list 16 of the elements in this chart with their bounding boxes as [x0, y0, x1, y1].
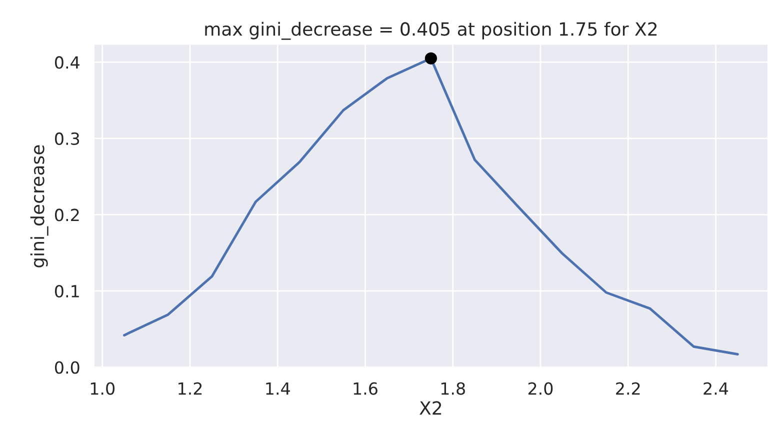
y-tick-label: 0.0 — [55, 361, 80, 374]
x-tick-label: 2.2 — [616, 382, 640, 395]
x-tick-label: 1.2 — [178, 382, 202, 395]
x-tick-label: 1.4 — [266, 382, 290, 395]
x-tick-label: 2.4 — [704, 382, 728, 395]
x-tick-label: 1.0 — [90, 382, 115, 395]
y-tick-label: 0.2 — [55, 208, 79, 222]
x-tick-label: 1.6 — [354, 382, 378, 395]
y-axis-title: gini_decrease — [30, 145, 48, 268]
y-tick-label: 0.4 — [55, 56, 80, 69]
chart-title: max gini_decrease = 0.405 at position 1.75 for X2 — [205, 22, 657, 40]
x-axis-title: X2 — [420, 401, 442, 415]
x-tick-label: 1.8 — [441, 382, 465, 395]
y-tick-label: 0.3 — [55, 132, 80, 146]
y-tick-label: 0.1 — [55, 284, 79, 298]
x-tick-label: 2.0 — [528, 382, 553, 395]
